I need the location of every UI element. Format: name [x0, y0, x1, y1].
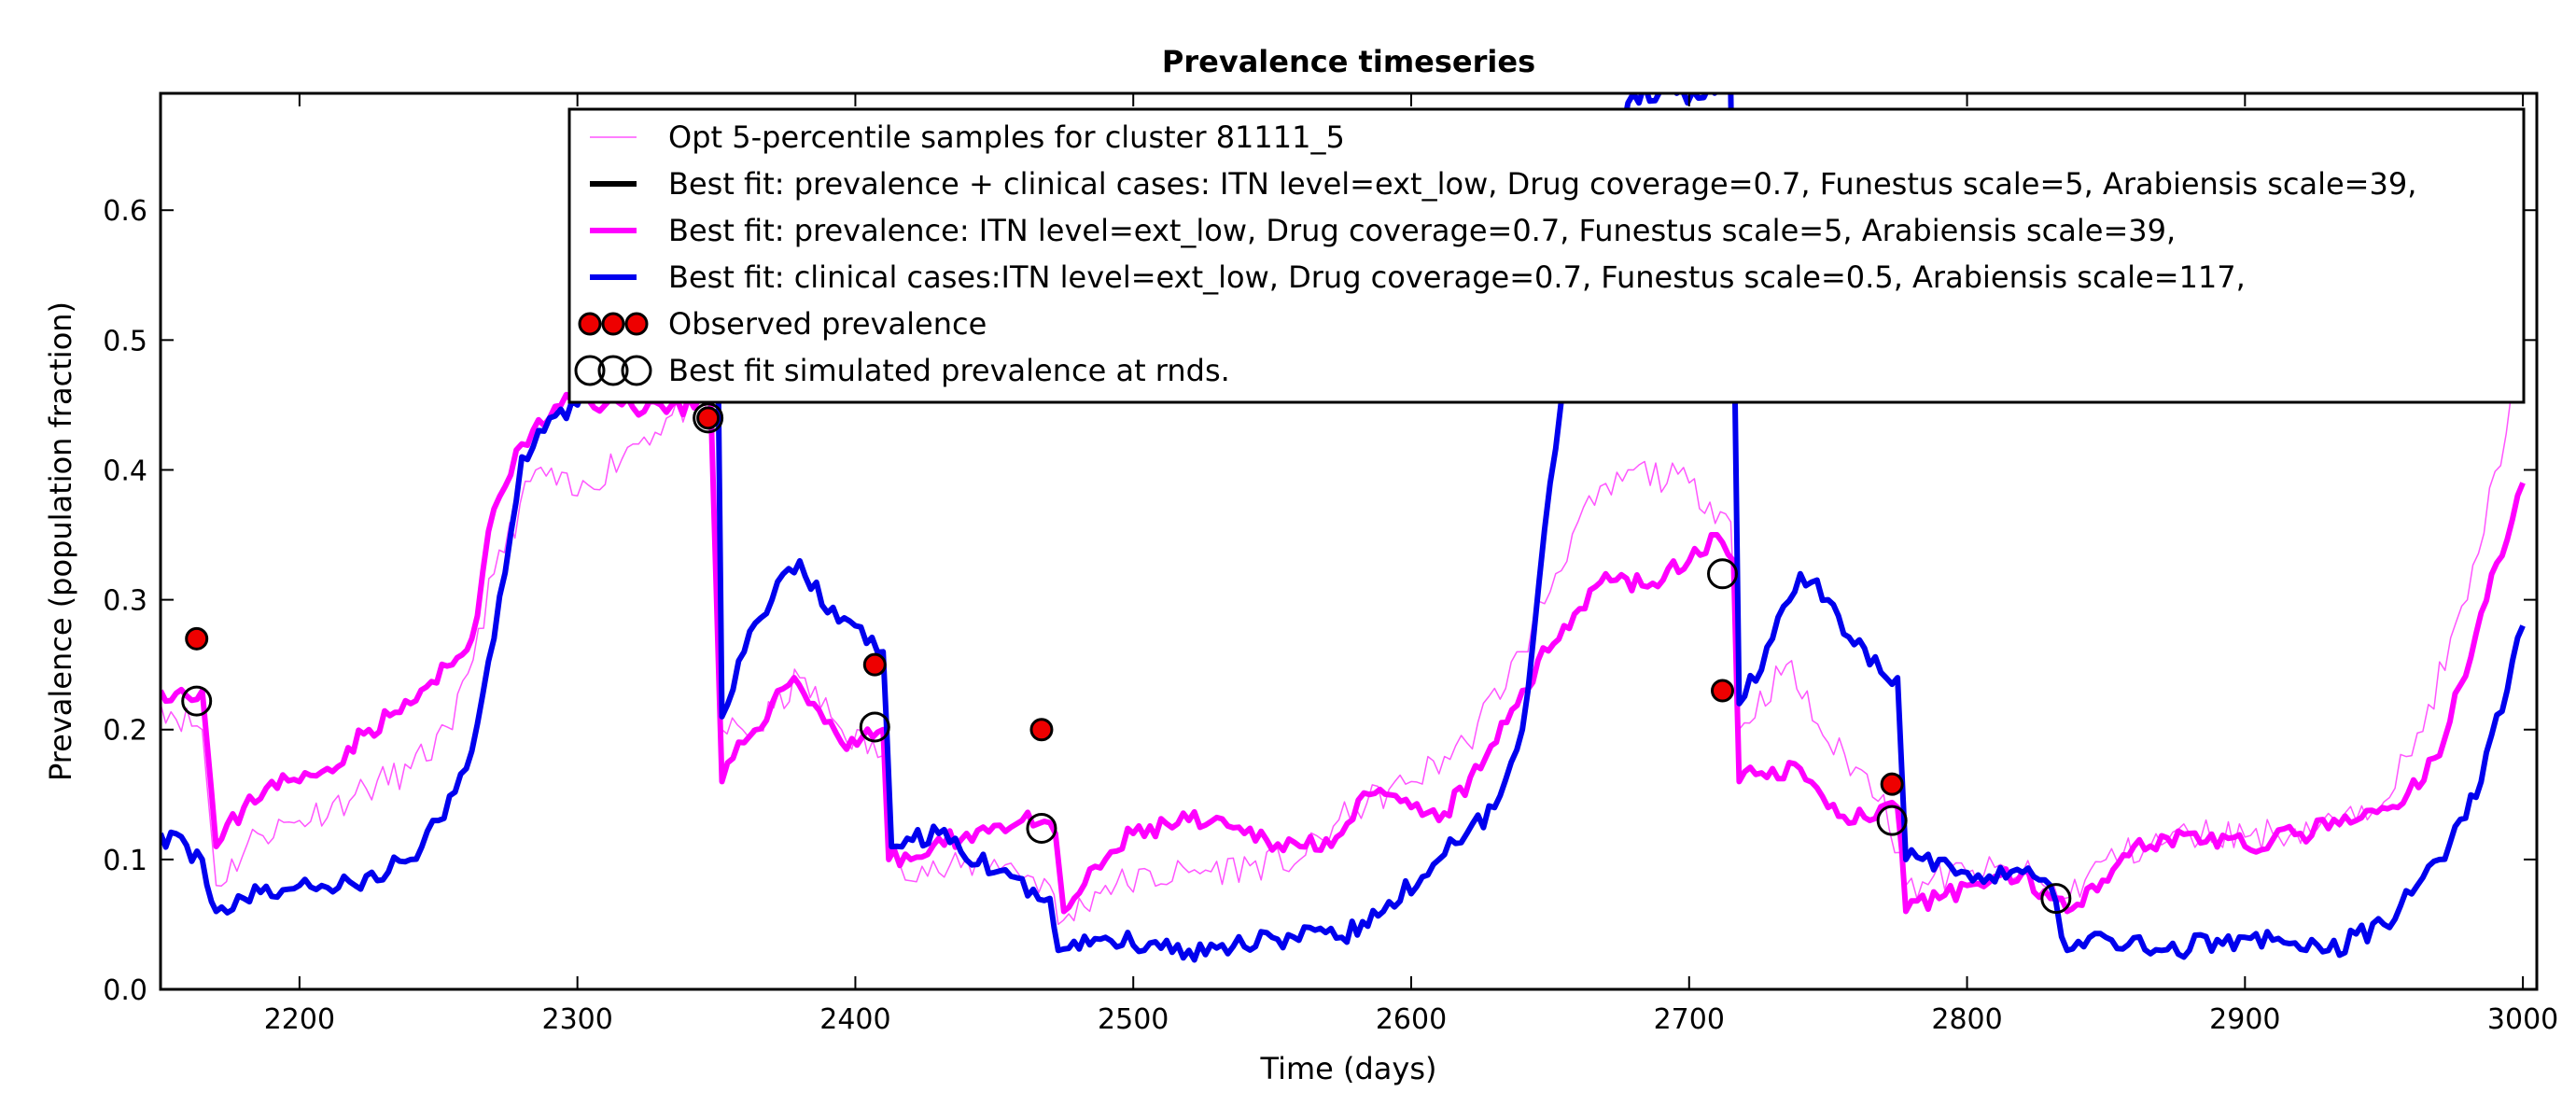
observed-point-5 — [1880, 772, 1904, 796]
x-tick-label: 2600 — [1376, 1003, 1447, 1036]
simulated-point-6 — [2040, 883, 2072, 915]
y-tick-label: 0.2 — [103, 715, 147, 748]
legend: Opt 5-percentile samples for cluster 811… — [567, 107, 2526, 404]
simulated-point-4 — [1707, 558, 1739, 590]
simulated-point-3 — [1026, 812, 1057, 844]
y-axis-label: Prevalence (population fraction) — [43, 301, 78, 781]
y-tick-label: 0.6 — [103, 195, 147, 228]
x-tick-label: 2400 — [819, 1003, 890, 1036]
simulated-point-1 — [693, 402, 724, 434]
y-tick-label: 0.1 — [103, 845, 147, 877]
legend-observed-marker — [624, 312, 649, 336]
axes: 2200 2300 2400 2500 2600 2700 2800 2900 3000 0.0 0… — [103, 93, 2558, 1036]
y-tick-label: 0.4 — [103, 455, 147, 487]
x-tick-label: 2300 — [541, 1003, 612, 1036]
x-tick-label: 2200 — [264, 1003, 335, 1036]
plot-area — [161, 93, 2526, 963]
x-tick-label: 2700 — [1654, 1003, 1725, 1036]
y-tick-label: 0.3 — [103, 585, 147, 618]
legend-observed-marker — [601, 312, 625, 336]
series-line-2 — [161, 387, 2526, 915]
legend-label: Best fit: prevalence: ITN level=ext_low,… — [668, 213, 2176, 248]
observed-point-2 — [862, 652, 887, 677]
observed-point-3 — [1029, 718, 1054, 742]
x-tick-label: 2500 — [1098, 1003, 1169, 1036]
series-line-3 — [161, 93, 2526, 963]
legend-label: Best fit: clinical cases:ITN level=ext_l… — [668, 259, 2246, 295]
simulated-point-0 — [181, 685, 213, 717]
observed-point-4 — [1711, 679, 1735, 703]
legend-simulated-marker — [574, 355, 606, 386]
x-tick-label: 3000 — [2487, 1003, 2558, 1036]
plot-frame — [159, 91, 2539, 991]
x-tick-label: 2900 — [2209, 1003, 2280, 1036]
legend-observed-marker — [578, 312, 602, 336]
x-tick-label: 2800 — [1931, 1003, 2002, 1036]
legend-label: Opt 5-percentile samples for cluster 811… — [668, 119, 1345, 155]
chart-title: Prevalence timeseries — [1162, 44, 1535, 79]
legend-box — [567, 107, 2526, 404]
observed-point-1 — [696, 406, 721, 430]
y-tick-label: 0.0 — [103, 974, 147, 1007]
simulated-point-2 — [859, 711, 890, 743]
legend-simulated-marker — [621, 355, 652, 386]
legend-simulated-marker — [597, 355, 629, 386]
legend-label: Best fit: prevalence + clinical cases: I… — [668, 166, 2416, 202]
legend-label: Best fit simulated prevalence at rnds. — [668, 353, 1230, 388]
legend-label: Observed prevalence — [668, 306, 987, 342]
simulated-point-5 — [1876, 805, 1908, 836]
x-axis-label: Time (days) — [1260, 1051, 1437, 1086]
y-tick-label: 0.5 — [103, 325, 147, 357]
observed-point-0 — [185, 626, 209, 651]
